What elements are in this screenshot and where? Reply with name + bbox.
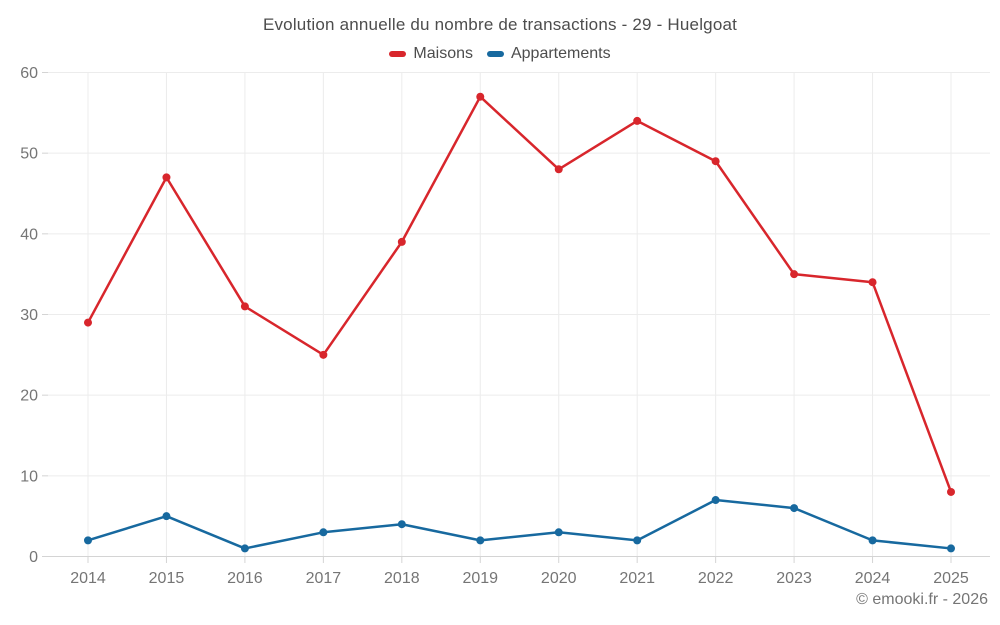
x-axis-tick-label: 2022 <box>698 570 734 587</box>
legend-label-maisons: Maisons <box>413 45 473 62</box>
series-line-maisons <box>86 95 953 494</box>
data-point-maisons <box>711 157 720 166</box>
data-point-maisons <box>947 487 955 496</box>
data-point-appartements <box>240 544 249 553</box>
y-axis-tick-label: 10 <box>20 468 38 485</box>
data-point-maisons <box>868 278 877 287</box>
data-point-maisons <box>319 350 328 359</box>
data-point-maisons <box>476 92 485 101</box>
x-axis-tick-label: 2024 <box>855 570 891 587</box>
x-axis-tick-label: 2020 <box>541 570 577 587</box>
data-point-appartements <box>162 512 171 521</box>
data-point-appartements <box>397 520 406 529</box>
x-axis-tick-label: 2015 <box>149 570 185 587</box>
x-axis-tick-label: 2025 <box>933 570 969 587</box>
legend-item-maisons[interactable]: Maisons <box>389 45 473 63</box>
data-point-appartements <box>84 536 92 545</box>
data-point-maisons <box>84 318 92 327</box>
y-axis-tick-label: 60 <box>20 65 38 82</box>
footer-credit: © emooki.fr - 2026 <box>856 591 988 608</box>
chart-title: Evolution annuelle du nombre de transact… <box>262 15 738 34</box>
data-point-maisons <box>633 116 642 125</box>
x-axis-tick-label: 2017 <box>306 570 342 587</box>
legend-label-appartements: Appartements <box>510 45 611 62</box>
y-axis-tick-label: 50 <box>20 146 38 163</box>
data-point-appartements <box>554 528 563 537</box>
x-axis-tick-label: 2014 <box>70 570 106 587</box>
x-axis-tick-label: 2021 <box>619 570 655 587</box>
data-point-appartements <box>476 536 485 545</box>
x-axis-tick-label: 2019 <box>462 570 498 587</box>
data-point-appartements <box>711 496 720 505</box>
data-point-maisons <box>162 173 171 182</box>
data-point-appartements <box>319 528 328 537</box>
y-axis-tick-label: 40 <box>20 226 38 243</box>
x-axis-tick-label: 2023 <box>776 570 812 587</box>
x-axis-tick-label: 2016 <box>227 570 263 587</box>
x-axis-tick-label: 2018 <box>384 570 420 587</box>
data-point-maisons <box>397 237 406 246</box>
data-point-appartements <box>633 536 642 545</box>
appartements-series-swatch-icon <box>486 51 504 57</box>
series-line-appartements <box>86 498 953 550</box>
data-point-appartements <box>947 544 955 553</box>
data-point-appartements <box>790 504 799 513</box>
legend-item-appartements[interactable]: Appartements <box>486 45 611 63</box>
maisons-series-swatch-icon <box>389 51 407 57</box>
y-axis-tick-label: 30 <box>20 307 38 324</box>
data-point-maisons <box>790 270 799 279</box>
data-point-maisons <box>240 302 249 311</box>
y-axis-tick-label: 20 <box>20 388 38 405</box>
data-point-appartements <box>868 536 877 545</box>
legend: Maisons Appartements <box>0 45 1000 63</box>
y-axis-tick-label: 0 <box>29 549 38 566</box>
data-point-maisons <box>554 165 563 174</box>
